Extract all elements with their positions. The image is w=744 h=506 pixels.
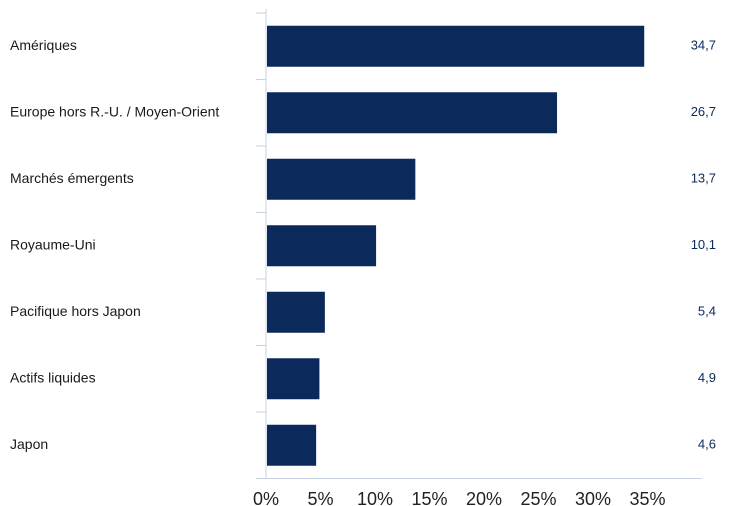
category-label: Pacifique hors Japon [10, 303, 141, 319]
x-tick-labels: 0% 5% 10% 15% 20% 25% 30% 35% [253, 489, 666, 506]
category-label: Royaume-Uni [10, 236, 96, 252]
bar [267, 358, 320, 400]
x-tick-label: 15% [411, 489, 447, 506]
value-label: 5,4 [698, 304, 716, 319]
category-labels: Amériques Europe hors R.-U. / Moyen-Orien… [10, 37, 219, 452]
bars-layer [267, 25, 645, 466]
axis-layer [256, 9, 702, 479]
value-label: 34,7 [691, 38, 716, 53]
bar [267, 158, 416, 200]
x-tick-label: 25% [520, 489, 556, 506]
bar [267, 225, 377, 267]
x-tick-label: 5% [307, 489, 333, 506]
bar [267, 92, 558, 134]
category-label: Actifs liquides [10, 369, 96, 385]
x-tick-label: 35% [629, 489, 665, 506]
x-tick-label: 30% [575, 489, 611, 506]
x-tick-label: 10% [357, 489, 393, 506]
bar [267, 25, 645, 67]
value-label: 26,7 [691, 104, 716, 119]
value-label: 13,7 [691, 171, 716, 186]
bar [267, 291, 325, 333]
category-label: Marchés émergents [10, 170, 134, 186]
value-label: 10,1 [691, 237, 716, 252]
x-tick-label: 0% [253, 489, 279, 506]
category-label: Europe hors R.-U. / Moyen-Orient [10, 103, 219, 119]
value-label: 4,9 [698, 370, 716, 385]
value-label: 4,6 [698, 437, 716, 452]
bar [267, 424, 317, 466]
category-label: Japon [10, 436, 48, 452]
category-label: Amériques [10, 37, 77, 53]
x-tick-label: 20% [466, 489, 502, 506]
value-labels: 34,7 26,7 13,7 10,1 5,4 4,9 4,6 [691, 38, 716, 452]
